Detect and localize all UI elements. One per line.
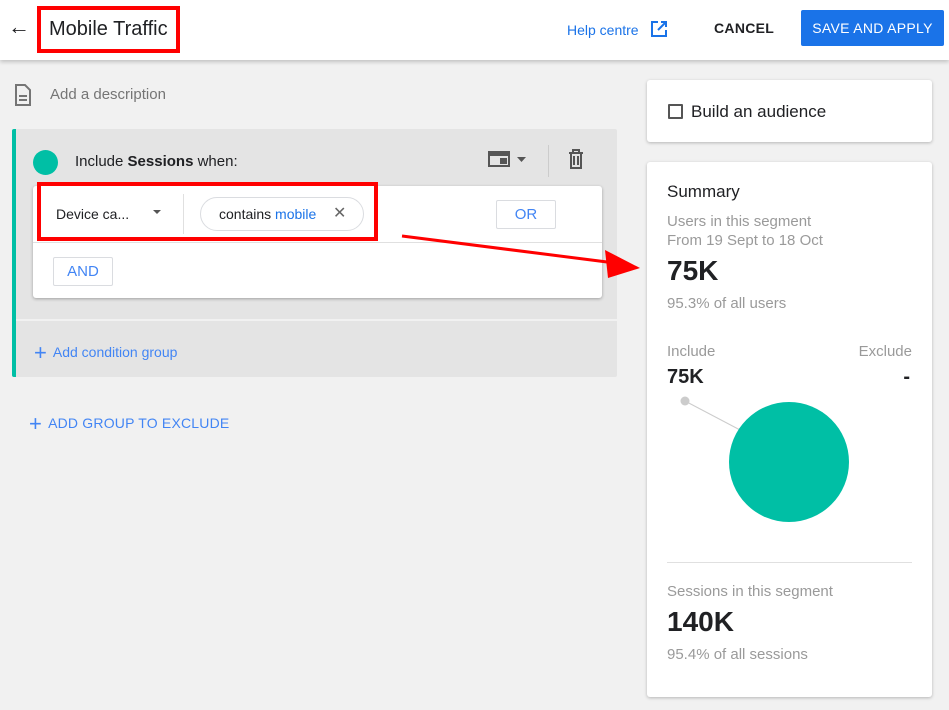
- divider: [548, 145, 549, 177]
- summary-title: Summary: [667, 182, 740, 201]
- divider: [667, 562, 912, 563]
- users-value: 75K: [667, 255, 719, 286]
- open-external-icon: [651, 21, 668, 37]
- checkbox[interactable]: [668, 104, 683, 119]
- back-arrow-icon[interactable]: ←: [8, 14, 30, 39]
- build-audience-label: Build an audience: [691, 102, 827, 121]
- plus-icon: +: [34, 340, 47, 365]
- annotation-arrow: [401, 234, 640, 278]
- users-pct: 95.3% of all users: [667, 295, 787, 312]
- divider: [183, 194, 184, 234]
- dimension-select[interactable]: Device ca...: [56, 206, 130, 222]
- or-button[interactable]: OR: [496, 200, 556, 229]
- date-range: From 19 Sept to 18 Oct: [667, 232, 823, 249]
- build-audience-panel[interactable]: Build an audience: [647, 80, 932, 142]
- header: ← Mobile Traffic Help centre CANCEL SAVE…: [0, 0, 949, 60]
- and-button[interactable]: AND: [53, 257, 113, 286]
- cancel-button[interactable]: CANCEL: [714, 20, 775, 36]
- include-slice: [729, 402, 849, 522]
- close-icon[interactable]: ✕: [333, 205, 347, 222]
- document-icon: [15, 84, 31, 106]
- divider: [33, 242, 602, 243]
- sessions-label: Sessions in this segment: [667, 583, 833, 600]
- sessions-pct: 95.4% of all sessions: [667, 646, 808, 663]
- description-input[interactable]: Add a description: [50, 86, 166, 103]
- condition-chip[interactable]: contains mobile ✕: [200, 197, 364, 231]
- divider: [16, 319, 617, 321]
- add-condition-group-button[interactable]: + Add condition group: [34, 340, 178, 365]
- highlight-box: [37, 182, 378, 241]
- save-and-apply-button[interactable]: SAVE AND APPLY: [801, 10, 944, 46]
- include-label: Include: [667, 343, 716, 360]
- include-pie-chart: [680, 396, 849, 522]
- summary-panel: Summary Users in this segment From 19 Se…: [647, 162, 932, 697]
- exclude-label: Exclude: [858, 343, 912, 360]
- exclude-value: -: [903, 366, 910, 388]
- users-label: Users in this segment: [667, 213, 812, 230]
- sessions-value: 140K: [667, 606, 734, 637]
- add-group-to-exclude-button[interactable]: + ADD GROUP TO EXCLUDE: [29, 411, 230, 436]
- help-label: Help centre: [567, 22, 639, 38]
- page-title: Mobile Traffic: [37, 6, 180, 53]
- help-centre-link[interactable]: Help centre: [567, 20, 668, 38]
- dropdown-caret-icon[interactable]: [153, 210, 161, 214]
- plus-icon: +: [29, 411, 43, 436]
- include-value: 75K: [667, 366, 704, 388]
- layout-dropdown-icon[interactable]: [488, 150, 530, 168]
- delete-icon[interactable]: [568, 149, 584, 169]
- include-heading: Include Sessions when:: [75, 153, 238, 170]
- group-color-dot: [33, 150, 58, 175]
